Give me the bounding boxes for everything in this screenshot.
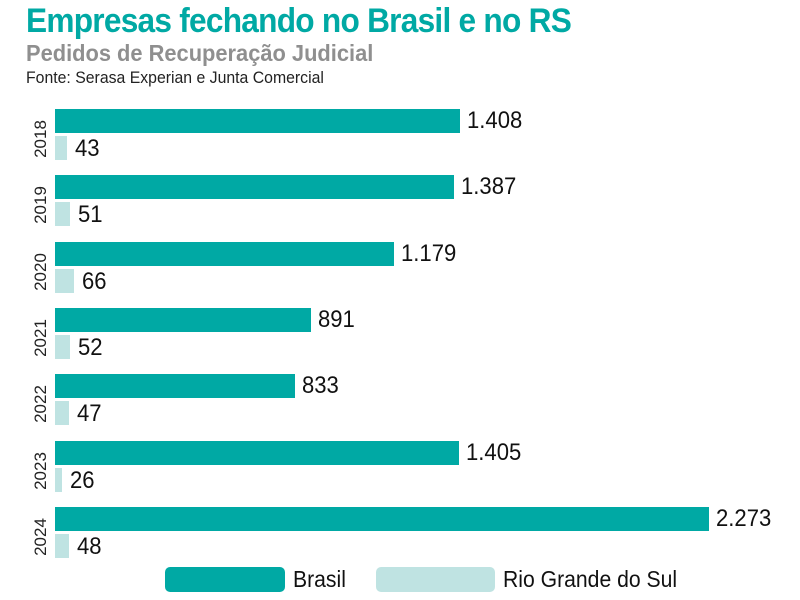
value-label-rs: 48 [77,532,102,560]
bar-rs [55,467,62,492]
legend-swatch-rs [376,567,495,592]
bar-brasil [55,109,460,133]
bar-group: 2021 891 52 [0,305,800,368]
bar-brasil [55,241,394,266]
bar-brasil [55,307,311,332]
chart-title: Empresas fechando no Brasil e no RS [26,2,572,40]
value-label-brasil: 2.273 [716,504,772,532]
value-label-rs: 43 [75,135,100,162]
year-label: 2021 [31,318,50,357]
value-label-brasil: 833 [302,372,339,400]
bar-brasil [55,374,295,399]
value-label-rs: 51 [78,201,103,229]
year-label: 2018 [31,120,50,158]
legend-label-rs: Rio Grande do Sul [503,566,678,592]
bar-group: 2023 1.405 26 [0,438,800,501]
bar-rs [55,533,69,558]
value-label-rs: 52 [78,333,103,361]
year-label: 2024 [31,517,50,556]
bar-rs [55,334,70,359]
bar-rs [55,401,69,426]
bar-rs [55,136,67,160]
year-label: 2022 [31,385,50,424]
bar-rs [55,268,74,293]
value-label-rs: 47 [77,400,102,428]
value-label-brasil: 1.408 [467,107,523,134]
bar-rs [55,202,70,227]
value-label-brasil: 1.179 [401,239,457,267]
bar-group: 2020 1.179 66 [0,239,800,302]
bar-group: 2022 833 47 [0,374,800,434]
bar-group: 2019 1.387 51 [0,175,800,235]
bar-group: 2024 2.273 48 [0,504,800,567]
chart-source: Fonte: Serasa Experian e Junta Comercial [26,68,324,87]
legend-swatch-brasil [165,567,285,592]
value-label-brasil: 1.405 [466,438,522,466]
bar-group: 2018 1.408 43 [0,109,800,169]
year-label: 2023 [31,451,50,490]
value-label-brasil: 891 [318,305,355,333]
year-label: 2019 [31,186,50,225]
bar-brasil [55,175,454,200]
chart-subtitle: Pedidos de Recuperação Judicial [26,40,374,66]
value-label-rs: 26 [70,466,95,494]
year-label: 2020 [31,252,50,291]
bar-brasil [55,506,709,531]
legend-label-brasil: Brasil [293,566,346,592]
value-label-rs: 66 [82,267,107,295]
bar-brasil [55,440,459,465]
value-label-brasil: 1.387 [461,173,517,201]
